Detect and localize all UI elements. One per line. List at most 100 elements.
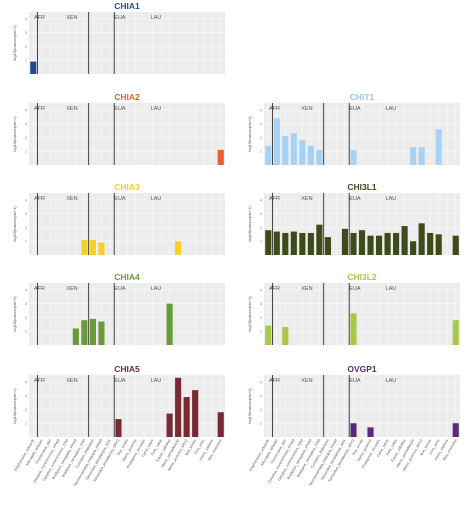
- clade-label: LAU: [386, 378, 397, 384]
- bar: [166, 413, 173, 437]
- bar: [401, 226, 408, 255]
- chart-panel-chi3l1: CHI3L1 1 2 3 4 log10(transcripts+1) AFR XEN EUA L…: [247, 182, 460, 255]
- y-tick-label: 2: [260, 136, 262, 140]
- y-axis-label: log10(transcripts+1): [12, 206, 17, 242]
- bar: [316, 224, 323, 255]
- bar: [367, 427, 374, 437]
- panel-title: CHIT1: [350, 92, 375, 102]
- clade-label: XEN: [66, 106, 77, 112]
- bar: [290, 133, 297, 165]
- clade-label: LAU: [151, 378, 162, 384]
- bar: [375, 235, 383, 255]
- y-tick-label: 2: [25, 45, 27, 49]
- y-tick-label: 4: [25, 17, 27, 21]
- clade-label: EUA: [114, 196, 126, 202]
- y-tick-label: 3: [25, 31, 27, 35]
- bar: [435, 129, 442, 165]
- y-tick-label: 1: [260, 240, 262, 244]
- y-tick-label: 2: [260, 316, 262, 320]
- bar: [393, 232, 400, 255]
- panel-title: CHIA5: [114, 364, 140, 374]
- y-tick-label: 3: [25, 122, 27, 126]
- y-tick-label: 1: [25, 59, 27, 63]
- bar: [273, 231, 280, 255]
- y-tick-label: 4: [260, 108, 262, 112]
- bar: [367, 235, 374, 255]
- bar: [273, 118, 280, 165]
- clade-label: XEN: [301, 106, 312, 112]
- y-tick-label: 4: [260, 288, 262, 292]
- panel-title: CHIA2: [114, 92, 140, 102]
- bar: [299, 140, 306, 165]
- y-tick-label: 4: [25, 108, 27, 112]
- bar: [384, 232, 391, 255]
- y-tick-label: 3: [260, 122, 262, 126]
- y-tick-label: 1: [260, 330, 262, 334]
- clade-label: EUA: [349, 196, 361, 202]
- y-tick-label: 1: [25, 150, 27, 154]
- y-tick-label: 3: [25, 394, 27, 398]
- chart-panel-chia3: CHIA3 1 2 3 4 log10(transcripts+1) AFR XEN EUA LA…: [12, 182, 225, 255]
- clade-label: EUA: [349, 106, 361, 112]
- bar: [98, 242, 105, 255]
- chart-panel-chia5: CHIA5 1 2 3 4 log10(transcripts+1) AFR XEN EUA LA…: [12, 364, 225, 487]
- y-axis-label: log10(transcripts+1): [247, 296, 252, 332]
- bar: [217, 412, 224, 437]
- bar: [89, 239, 96, 255]
- y-tick-label: 4: [260, 380, 262, 384]
- clade-label: AFR: [34, 15, 45, 21]
- bar: [81, 239, 88, 255]
- panel-title: CHI3L1: [347, 182, 377, 192]
- bar: [72, 328, 79, 345]
- y-tick-label: 1: [25, 330, 27, 334]
- clade-label: AFR: [34, 196, 45, 202]
- clade-label: EUA: [114, 378, 126, 384]
- bar: [175, 241, 182, 255]
- bar: [98, 321, 105, 345]
- bar: [410, 147, 417, 165]
- bar: [358, 230, 366, 255]
- y-axis-label: log10(transcripts+1): [247, 206, 252, 242]
- y-tick-label: 1: [260, 150, 262, 154]
- bar: [435, 234, 442, 255]
- bar: [350, 313, 357, 345]
- y-tick-label: 1: [25, 240, 27, 244]
- clade-label: LAU: [386, 196, 397, 202]
- clade-label: LAU: [151, 15, 162, 21]
- clade-label: LAU: [151, 286, 162, 292]
- y-tick-label: 4: [25, 288, 27, 292]
- clade-label: EUA: [349, 286, 361, 292]
- chart-panel-chia4: CHIA4 1 2 3 4 log10(transcripts+1) AFR XEN EUA LA…: [12, 272, 225, 345]
- clade-label: LAU: [151, 106, 162, 112]
- panel-title: CHI3L2: [347, 272, 377, 282]
- y-tick-label: 3: [260, 394, 262, 398]
- clade-label: LAU: [386, 106, 397, 112]
- clade-label: EUA: [114, 15, 126, 21]
- y-tick-label: 2: [25, 316, 27, 320]
- bar: [183, 397, 190, 437]
- bar: [89, 318, 96, 345]
- bar: [316, 149, 323, 165]
- bar: [192, 390, 199, 437]
- y-tick-label: 1: [260, 422, 262, 426]
- bar: [282, 327, 289, 345]
- y-axis-label: log10(transcripts+1): [12, 116, 17, 152]
- y-tick-label: 2: [260, 408, 262, 412]
- chart-panel-chit1: CHIT1 1 2 3 4 log10(transcripts+1) AFR XEN EUA LA…: [247, 92, 460, 165]
- bar: [410, 241, 417, 255]
- clade-label: EUA: [114, 286, 126, 292]
- chart-panel-chia2: CHIA2 1 2 3 4 log10(transcripts+1) AFR XEN EUA LA…: [12, 92, 225, 165]
- clade-label: XEN: [66, 286, 77, 292]
- bar: [81, 320, 88, 345]
- y-tick-label: 2: [25, 408, 27, 412]
- clade-label: LAU: [386, 286, 397, 292]
- clade-label: AFR: [34, 286, 45, 292]
- y-tick-label: 4: [260, 198, 262, 202]
- y-axis-label: log10(transcripts+1): [12, 296, 17, 332]
- bar: [452, 235, 459, 255]
- panel-title: CHIA1: [114, 1, 140, 11]
- bar: [166, 303, 173, 345]
- bar: [307, 232, 314, 255]
- y-tick-label: 2: [25, 136, 27, 140]
- y-axis-label: log10(transcripts+1): [12, 388, 17, 424]
